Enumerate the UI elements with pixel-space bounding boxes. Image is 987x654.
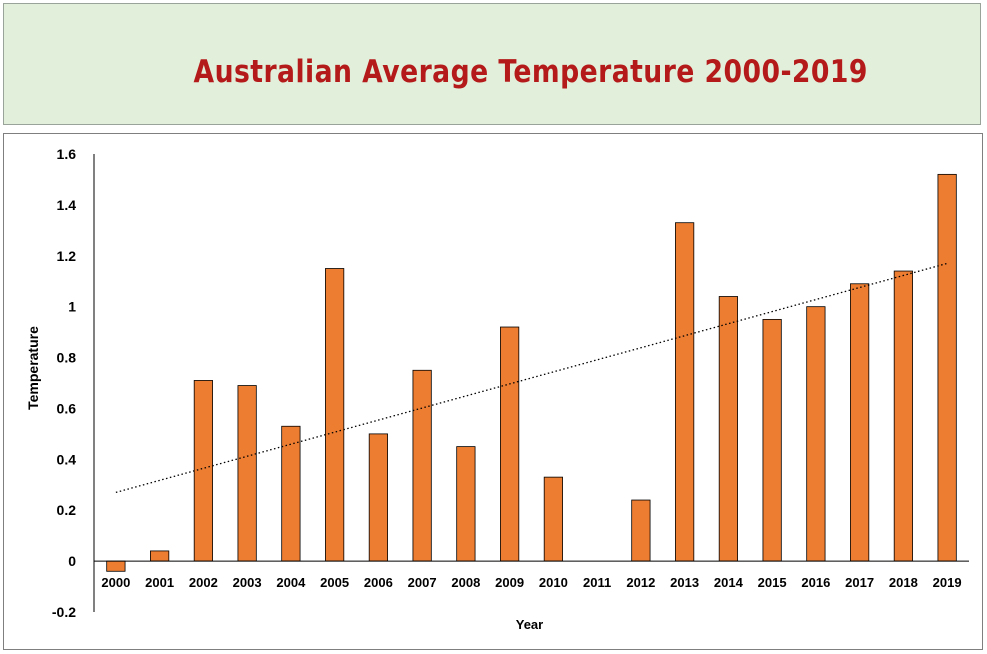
bar-2019 xyxy=(937,173,957,562)
bar-2009 xyxy=(500,326,520,562)
bar-2018 xyxy=(893,270,913,562)
y-tick-label: 0.8 xyxy=(57,350,77,366)
bar-2014 xyxy=(718,296,738,562)
y-tick-label: 1.4 xyxy=(57,197,77,213)
bar-2017 xyxy=(850,283,870,562)
x-tick-label: 2007 xyxy=(408,575,437,590)
bar-2010 xyxy=(543,476,563,562)
x-tick-label: 2000 xyxy=(101,575,130,590)
bar-2005 xyxy=(325,268,345,562)
bar-2016 xyxy=(806,306,826,562)
bar-chart: -0.2 0 0.2 0.4 0.6 0.8 1 1.2 1.4 1.6 2000 2001 2002 2… xyxy=(25,146,969,632)
bar-2004 xyxy=(281,425,301,562)
bar-2002 xyxy=(193,380,213,562)
x-tick-label: 2014 xyxy=(714,575,744,590)
bar-2013 xyxy=(675,222,695,562)
x-tick-label: 2013 xyxy=(670,575,699,590)
bar-2015 xyxy=(762,318,782,562)
bar-2007 xyxy=(412,369,432,562)
bar-2008 xyxy=(456,446,476,562)
x-tick-label: 2009 xyxy=(495,575,524,590)
bar-2003 xyxy=(237,385,257,562)
x-tick-label: 2010 xyxy=(539,575,568,590)
y-tick-label: 0.4 xyxy=(57,451,77,467)
x-tick-label: 2019 xyxy=(933,575,962,590)
x-tick-label: 2008 xyxy=(451,575,480,590)
chart-title: Australian Average Temperature 2000-2019 xyxy=(193,54,868,90)
x-tick-label: 2018 xyxy=(889,575,918,590)
x-axis-title: Year xyxy=(516,617,543,632)
bar-2012 xyxy=(631,499,651,562)
x-tick-label: 2016 xyxy=(801,575,830,590)
x-tick-label: 2002 xyxy=(189,575,218,590)
y-tick-label: 1.6 xyxy=(57,146,77,162)
y-tick-label: 0.6 xyxy=(57,400,77,416)
y-tick-label: 0 xyxy=(68,553,76,569)
y-tick-label: 1 xyxy=(68,299,76,315)
x-tick-label: 2001 xyxy=(145,575,174,590)
x-tick-label: 2006 xyxy=(364,575,393,590)
bar-2001 xyxy=(150,550,170,562)
x-tick-label: 2012 xyxy=(626,575,655,590)
y-tick-label: -0.2 xyxy=(52,604,76,620)
x-tick-label: 2015 xyxy=(758,575,787,590)
x-tick-label: 2017 xyxy=(845,575,874,590)
bar-2006 xyxy=(368,433,388,562)
y-axis-title: Temperature xyxy=(25,326,41,410)
chart-area: -0.2 0 0.2 0.4 0.6 0.8 1 1.2 1.4 1.6 2000 2001 2002 2… xyxy=(3,133,983,650)
x-tick-label: 2005 xyxy=(320,575,349,590)
bar-2000 xyxy=(106,560,126,572)
y-tick-label: 0.2 xyxy=(57,502,77,518)
x-tick-label: 2003 xyxy=(233,575,262,590)
y-tick-label: 1.2 xyxy=(57,248,77,264)
x-tick-label: 2004 xyxy=(276,575,306,590)
x-tick-label: 2011 xyxy=(583,575,611,590)
title-banner: Australian Average Temperature 2000-2019 xyxy=(3,3,981,125)
